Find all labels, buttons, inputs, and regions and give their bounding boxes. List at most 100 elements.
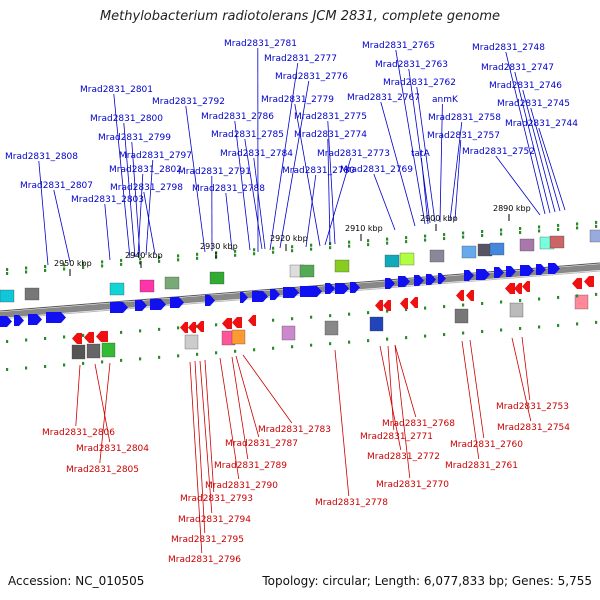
- reverse-gene-arrow: [584, 276, 594, 287]
- reverse-leader-line: [231, 356, 249, 460]
- tick-lower: [500, 300, 503, 304]
- reverse-gene-label: Mrad2831_2806: [42, 428, 115, 438]
- forward-leader-line: [53, 189, 71, 263]
- feature-stripe: [24, 287, 40, 301]
- tick-lower: [63, 335, 66, 339]
- reverse-leader-line: [387, 345, 395, 431]
- tick-upper2: [595, 224, 598, 228]
- reverse-leader-line: [511, 337, 532, 422]
- reverse-leader-line: [469, 339, 485, 439]
- forward-gene-arrow: [110, 302, 128, 313]
- reverse-leader-line: [235, 355, 260, 438]
- feature-stripe: [71, 344, 86, 360]
- reverse-leader-line: [204, 359, 215, 493]
- tick-upper: [424, 234, 427, 238]
- tick-lower: [367, 311, 370, 315]
- forward-gene-label: Mrad2831_2808: [5, 152, 78, 162]
- forward-gene-label: Mrad2831_2765: [362, 41, 435, 51]
- feature-stripe: [454, 308, 469, 324]
- feature-stripe: [589, 229, 600, 243]
- reverse-gene-label: Mrad2831_2796: [168, 555, 241, 565]
- reverse-gene-label: Mrad2831_2787: [225, 439, 298, 449]
- tick-lower: [139, 329, 142, 333]
- tick-lower2: [101, 360, 104, 364]
- tick-lower: [215, 323, 218, 327]
- forward-leader-line: [449, 121, 463, 222]
- tick-lower2: [120, 358, 123, 362]
- tick-upper2: [44, 268, 47, 272]
- tick-lower2: [291, 345, 294, 349]
- reverse-gene-arrow: [196, 321, 204, 332]
- forward-gene-arrow: [426, 274, 436, 285]
- genome-stats: Topology: circular; Length: 6,077,833 bp…: [262, 574, 592, 588]
- genome-title: Methylobacterium radiotolerans JCM 2831,…: [99, 9, 501, 24]
- feature-stripe: [489, 242, 505, 256]
- tick-lower: [424, 306, 427, 310]
- tick-lower2: [253, 348, 256, 352]
- tick-upper: [158, 255, 161, 259]
- feature-stripe: [184, 334, 199, 350]
- tick-upper2: [557, 227, 560, 231]
- reverse-gene-label: Mrad2831_2795: [171, 535, 244, 545]
- tick-lower2: [63, 363, 66, 367]
- forward-gene-arrow: [28, 314, 42, 325]
- reverse-leader-line: [189, 361, 203, 554]
- forward-gene-label: Mrad2831_2745: [497, 99, 570, 109]
- reverse-gene-label: Mrad2831_2804: [76, 444, 149, 454]
- tick-lower: [386, 309, 389, 313]
- reverse-leader-line: [394, 344, 411, 479]
- forward-leader-line: [143, 191, 156, 255]
- forward-gene-arrow: [476, 269, 490, 280]
- feature-stripe: [86, 343, 101, 359]
- forward-leader-line: [131, 141, 141, 257]
- forward-leader-line: [416, 86, 436, 223]
- tick-lower2: [386, 337, 389, 341]
- reverse-gene-label: Mrad2831_2783: [258, 425, 331, 435]
- forward-leader-line: [505, 51, 546, 215]
- tick-lower2: [196, 352, 199, 356]
- reverse-gene-arrow: [522, 281, 530, 292]
- reverse-leader-line: [94, 363, 111, 443]
- forward-gene-label: Mrad2831_2785: [211, 130, 284, 140]
- tick-upper: [196, 252, 199, 256]
- feature-stripe: [509, 302, 524, 318]
- scale-label: 2910 kbp: [345, 224, 383, 233]
- tick-upper2: [519, 230, 522, 234]
- tick-lower2: [595, 320, 598, 324]
- feature-stripe: [429, 249, 445, 263]
- forward-gene-label: Mrad2831_2752: [462, 147, 535, 157]
- forward-gene-label: Mrad2831_2767: [347, 93, 420, 103]
- tick-upper2: [101, 264, 104, 268]
- tick-lower2: [500, 328, 503, 332]
- tick-upper: [177, 254, 180, 258]
- tick-lower2: [538, 325, 541, 329]
- forward-leader-line: [408, 68, 431, 224]
- forward-gene-label: Mrad2831_2791: [178, 167, 251, 177]
- tick-upper: [500, 228, 503, 232]
- reverse-gene-arrow: [72, 333, 82, 344]
- tick-upper: [538, 225, 541, 229]
- tick-lower2: [82, 361, 85, 365]
- scale-label: 2920 kbp: [270, 234, 308, 243]
- reverse-gene-label: Mrad2831_2754: [497, 423, 570, 433]
- forward-gene-label: Mrad2831_2748: [472, 43, 545, 53]
- forward-gene-label: Mrad2831_2792: [152, 97, 225, 107]
- tick-upper: [253, 248, 256, 252]
- forward-leader-line: [244, 138, 263, 250]
- scale-ticks: [6, 214, 598, 372]
- tick-lower2: [234, 349, 237, 353]
- reverse-gene-label: Mrad2831_2794: [178, 515, 251, 525]
- tick-lower2: [177, 354, 180, 358]
- reverse-gene-arrow: [456, 290, 464, 301]
- forward-leader-line: [253, 157, 266, 250]
- forward-gene-label: Mrad2831_2744: [505, 119, 578, 129]
- scale-label: 2890 kbp: [493, 204, 531, 213]
- forward-gene-label: Mrad2831_2769: [340, 165, 413, 175]
- forward-gene-arrow: [548, 263, 560, 274]
- tick-lower2: [158, 355, 161, 359]
- feature-stripe: [101, 342, 116, 358]
- feature-stripe: [369, 316, 384, 332]
- tick-lower2: [367, 339, 370, 343]
- tick-lower: [519, 298, 522, 302]
- forward-leader-line: [324, 157, 352, 246]
